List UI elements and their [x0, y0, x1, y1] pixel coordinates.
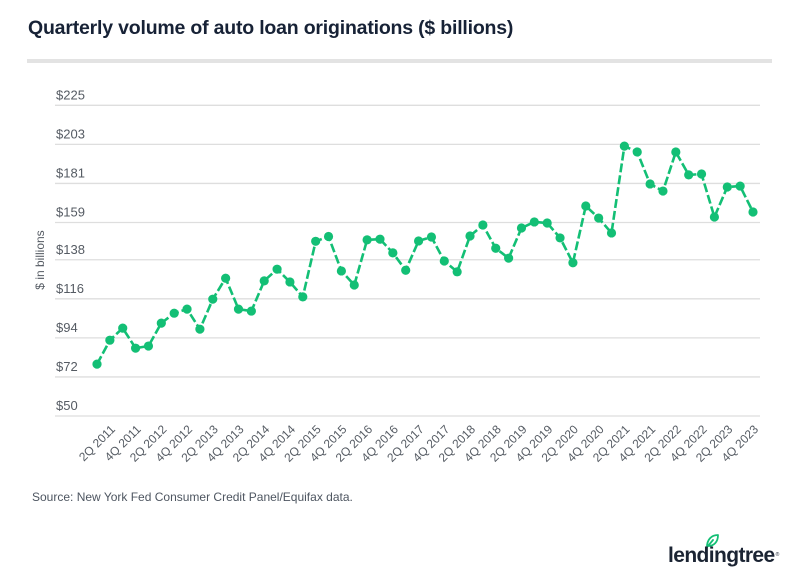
data-point	[285, 277, 295, 287]
chart-title: Quarterly volume of auto loan originatio…	[28, 17, 514, 39]
data-point	[671, 147, 681, 157]
data-point	[401, 265, 411, 275]
series-markers	[92, 141, 758, 369]
data-point	[336, 266, 346, 276]
leaf-icon	[706, 534, 719, 548]
y-tick-label: $50	[56, 398, 78, 413]
data-point	[311, 236, 321, 246]
logo-text: lendingtree	[668, 544, 775, 567]
data-point	[426, 232, 437, 242]
y-axis-title: $ in billions	[33, 230, 47, 289]
data-point	[555, 233, 565, 243]
y-tick-label: $181	[56, 165, 85, 180]
data-point	[491, 243, 501, 253]
data-point	[233, 304, 244, 314]
data-point	[504, 253, 514, 263]
data-point	[619, 141, 629, 151]
registered-mark: ®	[775, 552, 780, 558]
data-point	[182, 304, 192, 314]
data-point	[529, 217, 539, 227]
lendingtree-logo: lendingtree®	[668, 532, 779, 566]
data-point	[298, 292, 308, 302]
data-point	[169, 308, 179, 318]
series-line-path	[95, 144, 755, 365]
y-axis-ticks: $50 $72 $94 $116 $138 $159 $181 $203 $225	[56, 87, 85, 413]
data-point	[246, 306, 256, 316]
data-point	[696, 169, 707, 179]
source-note: Source: New York Fed Consumer Credit Pan…	[32, 490, 353, 504]
data-point	[143, 341, 154, 351]
data-point	[92, 359, 102, 369]
data-point	[709, 212, 720, 222]
data-point	[581, 201, 591, 211]
y-tick-label: $116	[56, 281, 84, 296]
data-point	[349, 280, 359, 290]
data-point	[658, 186, 668, 196]
data-point	[208, 294, 218, 304]
y-tick-label: $94	[56, 320, 78, 335]
data-point	[594, 213, 604, 223]
data-point	[478, 220, 488, 230]
data-point	[362, 235, 372, 245]
data-point	[632, 147, 642, 157]
data-point	[323, 231, 334, 242]
gridlines	[55, 104, 760, 417]
data-point	[606, 228, 617, 238]
data-point	[748, 207, 758, 217]
data-point	[130, 343, 141, 353]
y-tick-label: $72	[56, 359, 78, 374]
data-point	[645, 179, 655, 189]
y-tick-label: $138	[56, 242, 85, 257]
data-point	[105, 335, 115, 345]
y-tick-label: $203	[56, 126, 85, 141]
data-point	[375, 234, 385, 244]
data-point	[439, 256, 449, 266]
y-tick-label: $225	[56, 87, 85, 102]
data-point	[735, 181, 745, 191]
data-point	[221, 273, 231, 283]
data-point	[465, 231, 475, 241]
data-point	[413, 236, 424, 246]
data-point	[272, 264, 282, 274]
data-point	[118, 323, 128, 333]
data-point	[195, 324, 205, 334]
logo-wordmark: lendingtree®	[668, 545, 779, 566]
data-point	[542, 218, 552, 228]
y-tick-label: $159	[56, 204, 85, 219]
title-separator	[27, 59, 772, 63]
data-point	[388, 248, 398, 258]
data-point	[684, 170, 694, 180]
data-point	[516, 223, 527, 233]
data-point	[722, 182, 732, 192]
data-point	[156, 318, 166, 328]
data-point	[568, 258, 578, 268]
series-line	[95, 144, 755, 365]
data-point	[452, 267, 462, 277]
data-point	[259, 276, 269, 286]
